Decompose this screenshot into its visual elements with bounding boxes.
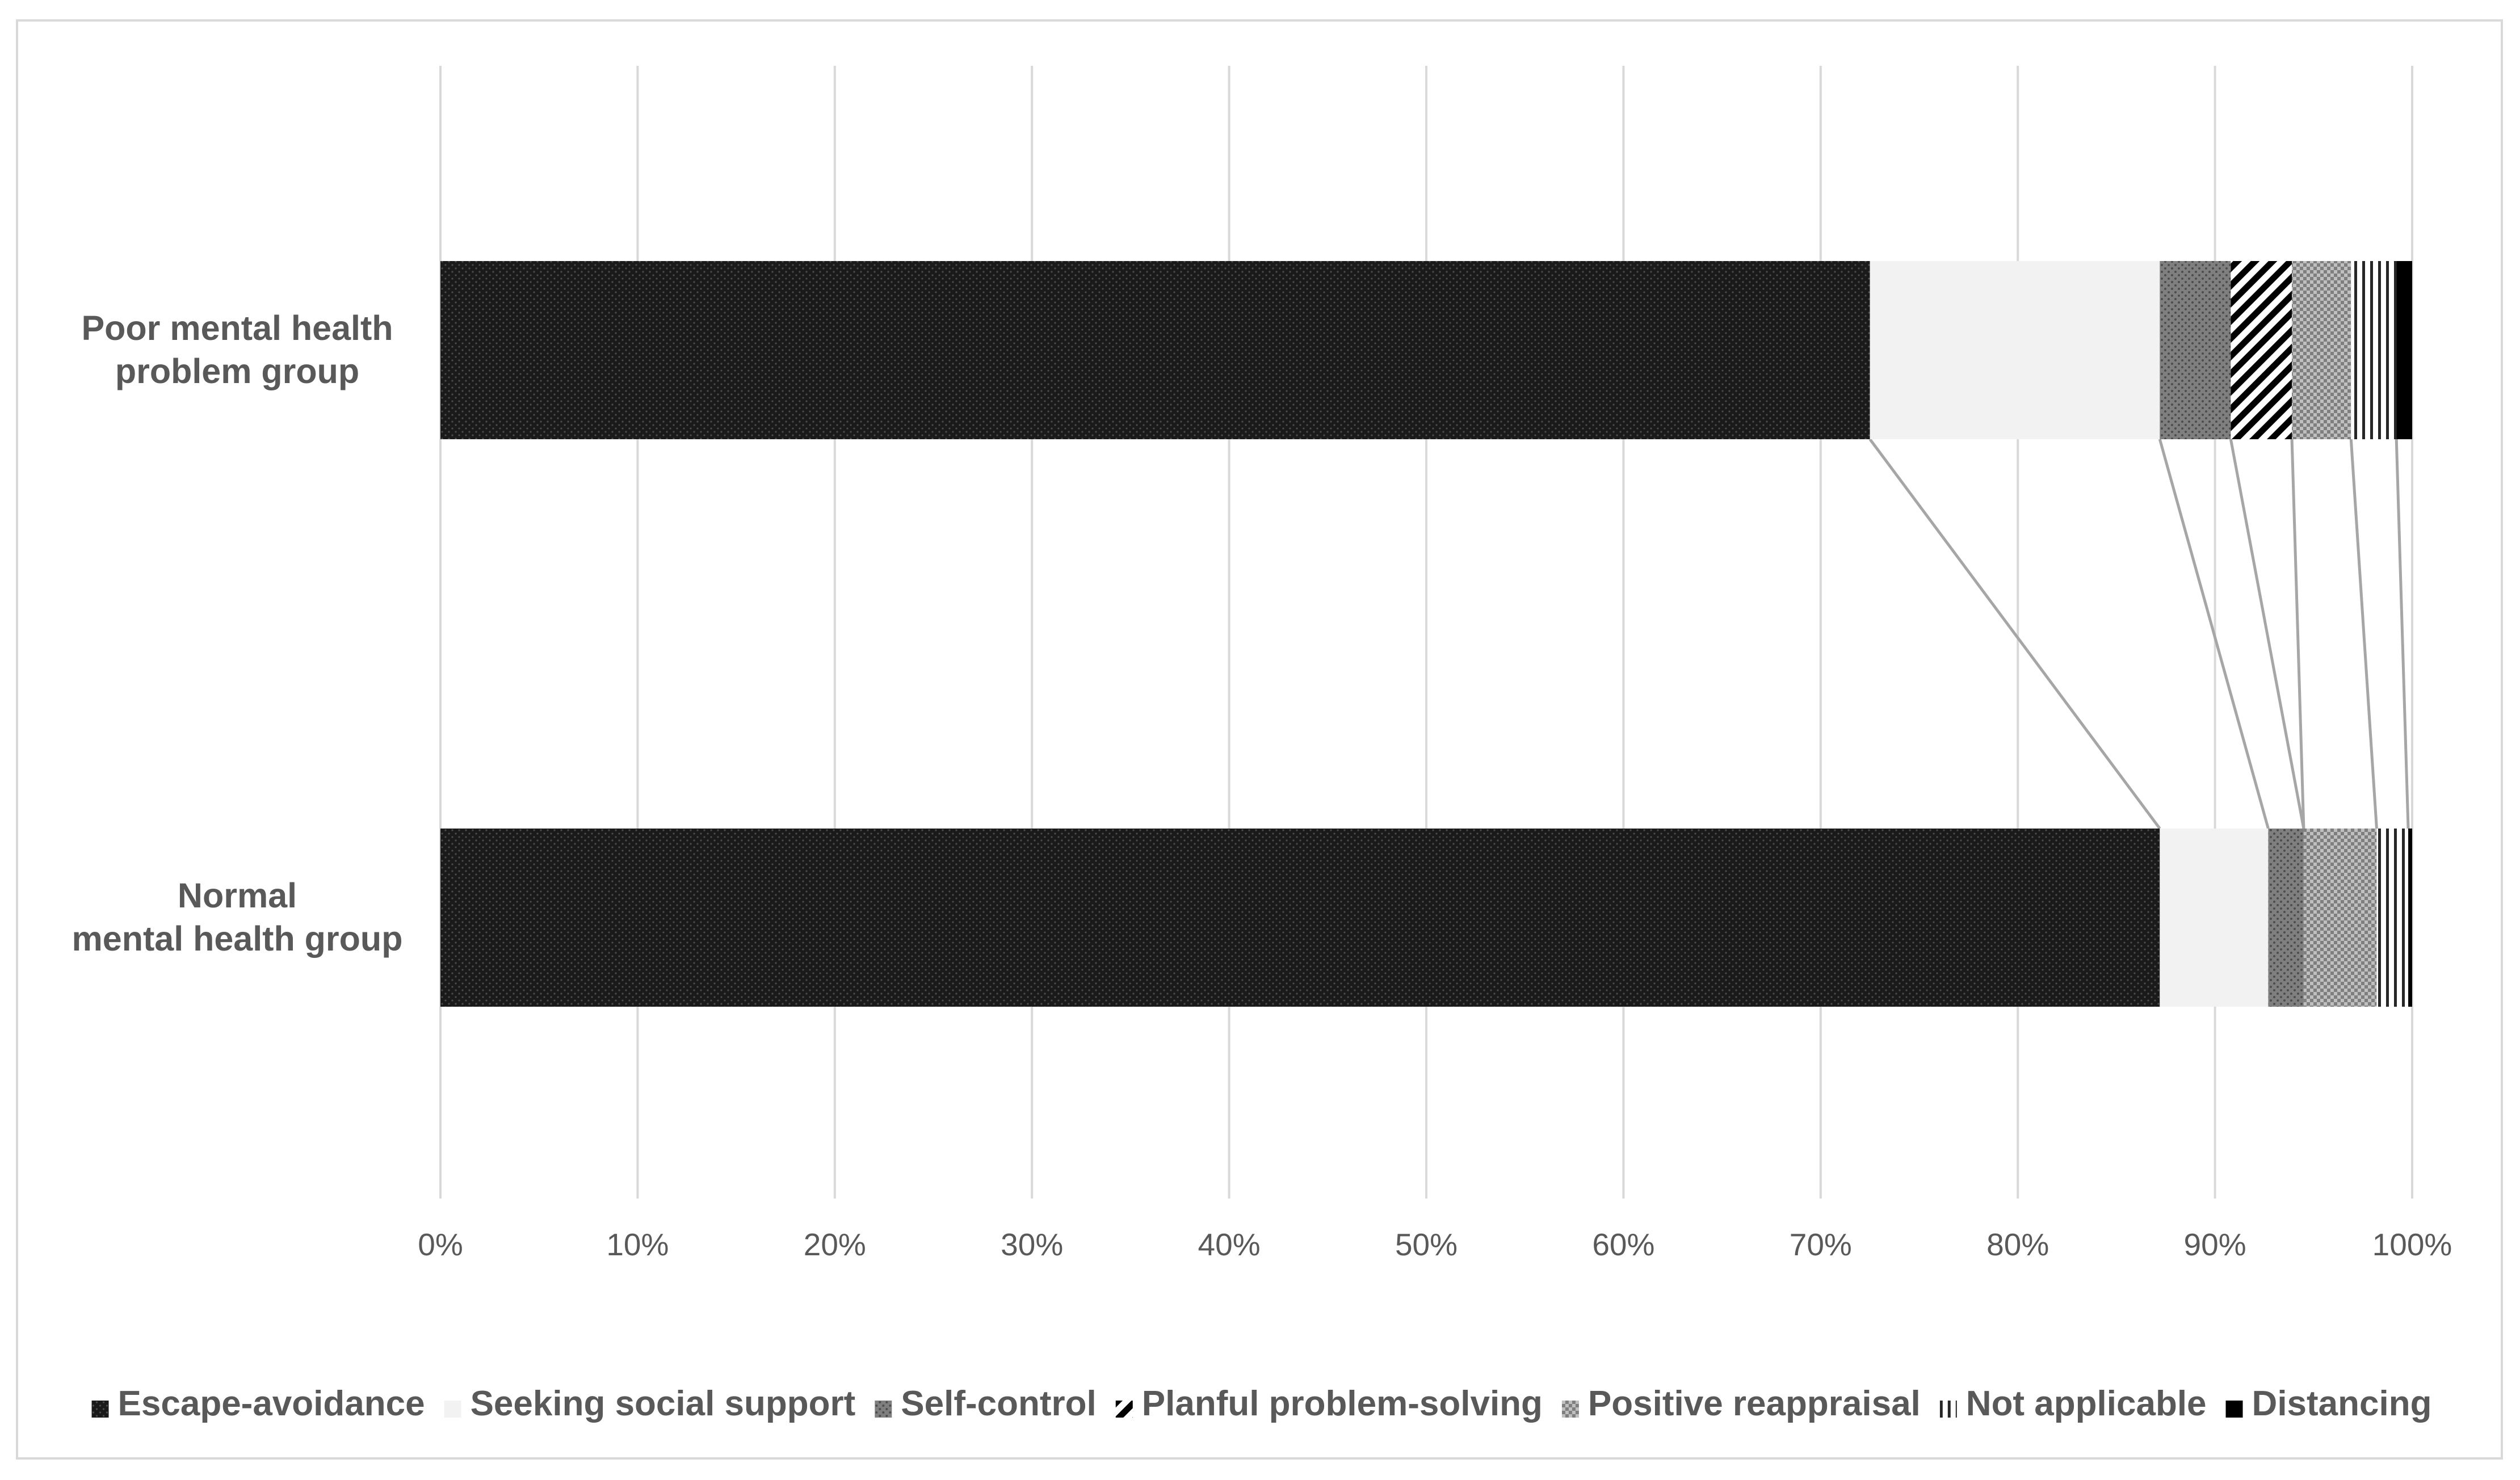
tick-label: 70% bbox=[1790, 1227, 1852, 1262]
tick-label: 60% bbox=[1592, 1227, 1654, 1262]
bar-segment-planful-problem-solving bbox=[2231, 261, 2292, 439]
series-line bbox=[2229, 439, 2305, 829]
series-line bbox=[2349, 439, 2378, 829]
legend-swatch bbox=[875, 1401, 892, 1418]
bar-segment-positive-reappraisal bbox=[2292, 261, 2351, 439]
legend-label: Self-control bbox=[901, 1384, 1096, 1423]
bar-segment-escape-avoidance bbox=[440, 261, 1870, 439]
category-axis: Poor mental health problem group Normal men… bbox=[72, 309, 403, 958]
legend-label: Not applicable bbox=[1966, 1384, 2207, 1423]
tick-label: 10% bbox=[606, 1227, 669, 1262]
tick-label: 80% bbox=[1986, 1227, 2049, 1262]
legend-item-distancing: Distancing bbox=[2225, 1384, 2432, 1423]
tick-label: 90% bbox=[2184, 1227, 2246, 1262]
tick-label: 20% bbox=[804, 1227, 866, 1262]
tick-label: 50% bbox=[1395, 1227, 1458, 1262]
bar-segment-self-control bbox=[2160, 261, 2231, 439]
legend-label: Escape-avoidance bbox=[118, 1384, 425, 1423]
legend-swatch bbox=[1115, 1401, 1133, 1418]
legend-item-positive-reappraisal: Positive reappraisal bbox=[1561, 1384, 1921, 1423]
chart-area: Poor mental health problem group Normal men… bbox=[16, 19, 2503, 1460]
bar-segment-escape-avoidance bbox=[440, 829, 2160, 1007]
series-line bbox=[2290, 439, 2305, 829]
legend-item-planful-problem-solving: Planful problem-solving bbox=[1115, 1384, 1543, 1423]
series-line bbox=[2158, 439, 2270, 829]
series-line bbox=[1868, 438, 2161, 830]
legend-label: Planful problem-solving bbox=[1142, 1384, 1543, 1423]
legend-swatch bbox=[91, 1401, 109, 1418]
legend-item-escape-avoidance: Escape-avoidance bbox=[91, 1384, 425, 1423]
gridlines bbox=[439, 66, 2413, 1199]
series-line bbox=[2395, 439, 2410, 829]
legend-label: Distancing bbox=[2252, 1384, 2432, 1423]
tick-label: 30% bbox=[1001, 1227, 1063, 1262]
bar-segment-seeking-social-support bbox=[1870, 261, 2160, 439]
tick-label: 40% bbox=[1198, 1227, 1261, 1262]
series-lines bbox=[1868, 438, 2410, 830]
value-axis: 0% 10% 20% 30% 40% 50% 60% 70% 80% 90% 100% bbox=[418, 1227, 2452, 1262]
bar-segment-seeking-social-support bbox=[2160, 829, 2269, 1007]
category-label: Normal mental health group bbox=[72, 876, 403, 958]
bar-segment-distancing bbox=[2396, 261, 2412, 439]
category-label: Poor mental health problem group bbox=[81, 309, 393, 390]
legend-swatch bbox=[2225, 1401, 2243, 1418]
tick-label: 100% bbox=[2372, 1227, 2452, 1262]
bar-segment-distancing bbox=[2408, 829, 2412, 1007]
bar-segment-positive-reappraisal bbox=[2303, 829, 2377, 1007]
legend-item-self-control: Self-control bbox=[875, 1384, 1097, 1423]
bar-segment-not-applicable bbox=[2376, 829, 2409, 1007]
stacked-bar-chart: Poor mental health problem group Normal men… bbox=[72, 66, 2452, 1423]
legend-swatch bbox=[1561, 1401, 1579, 1418]
legend-item-seeking-social-support: Seeking social support bbox=[444, 1384, 856, 1423]
legend-label: Positive reappraisal bbox=[1588, 1384, 1921, 1423]
tick-label: 0% bbox=[418, 1227, 463, 1262]
bar-segment-not-applicable bbox=[2351, 261, 2397, 439]
bar-segment-self-control bbox=[2268, 829, 2304, 1007]
legend-swatch bbox=[1939, 1401, 1957, 1418]
legend-item-not-applicable: Not applicable bbox=[1939, 1384, 2207, 1423]
legend-swatch bbox=[444, 1401, 461, 1418]
legend: Escape-avoidance Seeking social support Se… bbox=[91, 1384, 2432, 1423]
legend-label: Seeking social support bbox=[471, 1384, 856, 1423]
bars bbox=[440, 261, 2412, 1007]
